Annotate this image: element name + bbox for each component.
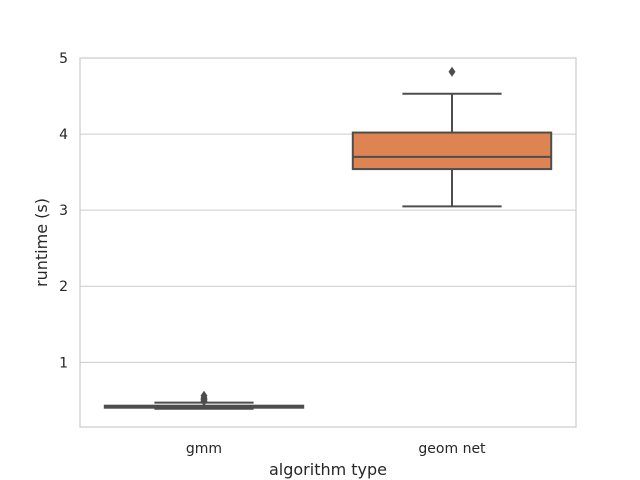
outlier-marker: [448, 66, 456, 77]
y-tick-label: 2: [59, 279, 68, 295]
box-0: [103, 390, 305, 410]
iqr-box: [351, 131, 553, 171]
outlier-marker: [200, 390, 208, 401]
plot-frame: [79, 57, 577, 428]
x-tick-labels: gmm geom net: [186, 441, 486, 457]
y-axis-label: runtime (s): [32, 198, 51, 287]
y-tick-label: 4: [59, 127, 68, 143]
y-tick-label: 5: [59, 51, 68, 67]
x-tick-label: gmm: [186, 441, 222, 457]
x-tick-label: geom net: [418, 441, 486, 457]
y-tick-labels: 1 2 3 4 5: [59, 51, 68, 371]
y-tick-label: 1: [59, 355, 68, 371]
grid-lines: [80, 57, 576, 363]
box-1: [351, 66, 553, 208]
box-plot-series: [103, 66, 553, 410]
x-axis-label: algorithm type: [269, 460, 387, 479]
y-tick-label: 3: [59, 203, 68, 219]
